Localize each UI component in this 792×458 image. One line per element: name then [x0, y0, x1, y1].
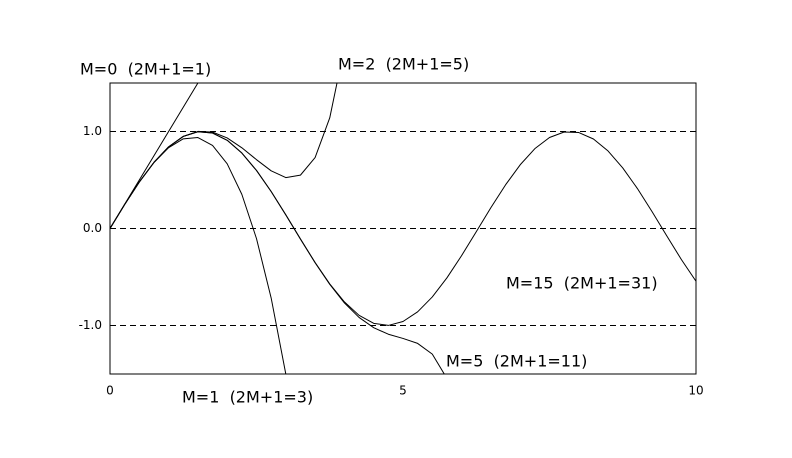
- series-line: [110, 137, 287, 374]
- x-tick-label: 10: [688, 384, 703, 398]
- series-label: M=5 (2M+1=11): [446, 352, 587, 371]
- series-label: M=2 (2M+1=5): [338, 55, 469, 74]
- x-tick-label: 0: [106, 384, 114, 398]
- x-tick-label: 5: [399, 384, 407, 398]
- series-line: [110, 131, 696, 326]
- series-label: M=0 (2M+1=1): [80, 60, 211, 79]
- y-tick-label: 0.0: [83, 221, 102, 235]
- curves: [110, 83, 696, 374]
- series-line: [110, 131, 445, 374]
- series-label: M=1 (2M+1=3): [182, 388, 313, 407]
- y-tick-label: 1.0: [83, 124, 102, 138]
- series-label: M=15 (2M+1=31): [506, 274, 658, 293]
- y-tick-label: -1.0: [79, 318, 102, 332]
